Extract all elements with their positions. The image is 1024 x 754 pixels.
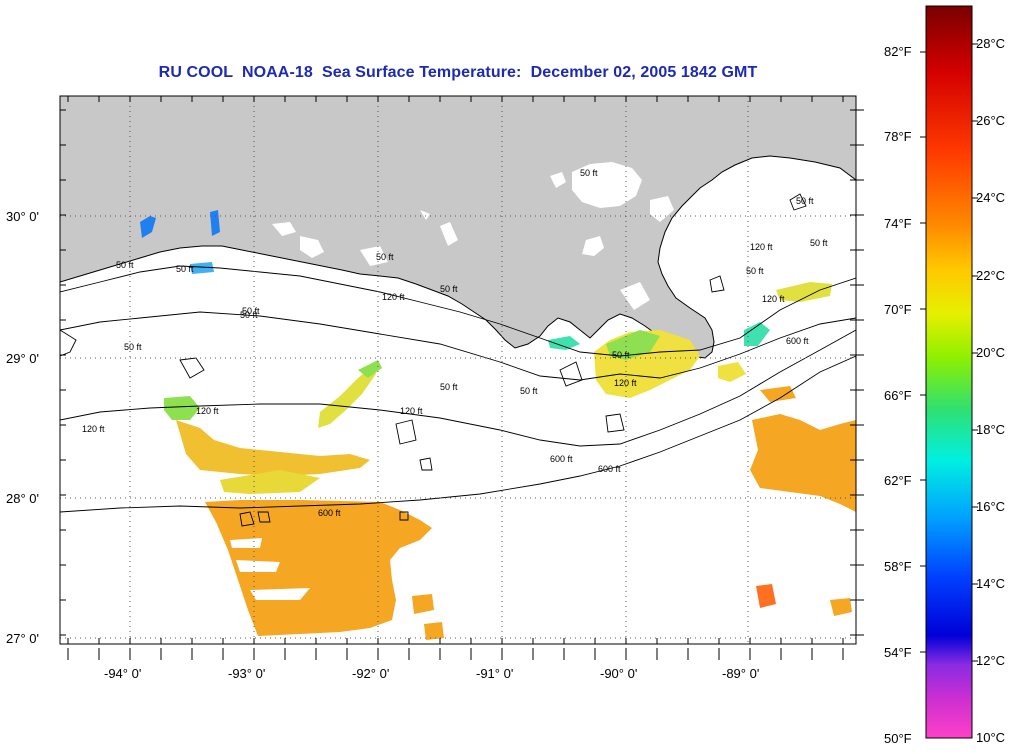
contour-label: 50 ft <box>176 264 194 274</box>
lon-label: -91° 0' <box>476 666 513 681</box>
contour-label: 50 ft <box>810 238 828 248</box>
contour-label: 50 ft <box>116 260 134 270</box>
colorbar-c-labels: 28°C 26°C 24°C 22°C 20°C 18°C 16°C 14°C … <box>976 36 1005 745</box>
lon-label: -93° 0' <box>228 666 265 681</box>
lake <box>620 282 650 310</box>
colorbar-c-label: 26°C <box>976 113 1005 128</box>
lat-label: 27° 0' <box>6 631 39 646</box>
colorbar-c-label: 24°C <box>976 190 1005 205</box>
lake <box>420 210 430 220</box>
contour-label: 50 ft <box>796 196 814 206</box>
lat-label: 28° 0' <box>6 491 39 506</box>
lake <box>440 222 458 246</box>
colorbar-c-label: 18°C <box>976 422 1005 437</box>
coastline <box>60 155 856 359</box>
contour-label: 120 ft <box>750 242 773 252</box>
contour-label: 120 ft <box>196 406 219 416</box>
colorbar-c-label: 14°C <box>976 576 1005 591</box>
lake <box>272 222 296 236</box>
colorbar-f-label: 74°F <box>884 216 912 231</box>
map-title: RU COOL NOAA-18 Sea Surface Temperature:… <box>158 64 758 81</box>
colorbar-ticks <box>920 43 978 662</box>
contour-label: 50 ft <box>612 350 630 360</box>
sst-data <box>140 210 856 640</box>
lake <box>300 236 324 258</box>
colorbar-f-label: 82°F <box>884 44 912 59</box>
land-mass <box>60 96 856 358</box>
contour-label: 600 ft <box>598 464 621 474</box>
bathymetry-contours <box>60 193 856 527</box>
colorbar-c-label: 28°C <box>976 36 1005 51</box>
contour-label: 50 ft <box>376 252 394 262</box>
contour-label: 600 ft <box>786 336 809 346</box>
contour-label: 120 ft <box>762 294 785 304</box>
contour-label: 600 ft <box>318 508 341 518</box>
latitude-labels: 30° 0' 29° 0' 28° 0' 27° 0' <box>6 209 39 646</box>
colorbar-f-label: 54°F <box>884 645 912 660</box>
lake <box>780 186 810 210</box>
lake-pontchartrain <box>572 162 642 208</box>
lon-label: -94° 0' <box>104 666 141 681</box>
contour-label: 50 ft <box>440 382 458 392</box>
contour-label: 120 ft <box>382 292 405 302</box>
colorbar-f-labels: 82°F 78°F 74°F 70°F 66°F 62°F 58°F 54°F … <box>884 44 912 746</box>
colorbar-c-label: 12°C <box>976 653 1005 668</box>
longitude-labels: -94° 0' -93° 0' -92° 0' -91° 0' -90° 0' … <box>104 666 759 681</box>
plot-frame <box>59 95 857 645</box>
lon-label: -89° 0' <box>722 666 759 681</box>
contour-label: 120 ft <box>400 406 423 416</box>
lake <box>550 172 566 188</box>
lake <box>750 210 776 252</box>
contour-label: 50 ft <box>242 306 260 316</box>
lake <box>582 236 604 256</box>
colorbar-c-label: 20°C <box>976 345 1005 360</box>
frame-ticks <box>60 96 864 660</box>
contour-label: 50 ft <box>440 284 458 294</box>
colorbar-c-label: 10°C <box>976 730 1005 745</box>
colorbar-f-label: 50°F <box>884 731 912 746</box>
lon-label: -92° 0' <box>352 666 389 681</box>
contour-labels: 50 ft 50 ft 50 ft 50 ft 50 ft 50 ft 50 f… <box>82 168 828 518</box>
colorbar-f-label: 58°F <box>884 559 912 574</box>
contour-label: 50 ft <box>580 168 598 178</box>
lake <box>722 190 752 220</box>
colorbar-c-label: 16°C <box>976 499 1005 514</box>
lake <box>360 246 388 266</box>
contour-label: 50 ft <box>520 386 538 396</box>
colorbar-f-label: 70°F <box>884 302 912 317</box>
lat-label: 30° 0' <box>6 209 39 224</box>
contour-label: 50 ft <box>124 342 142 352</box>
contour-label: 120 ft <box>82 424 105 434</box>
lon-label: -90° 0' <box>600 666 637 681</box>
colorbar-f-label: 78°F <box>884 129 912 144</box>
lake <box>700 256 722 278</box>
contour-label: 600 ft <box>550 454 573 464</box>
lat-label: 29° 0' <box>6 351 39 366</box>
colorbar-c-label: 22°C <box>976 268 1005 283</box>
contour-label: 50 ft <box>746 266 764 276</box>
colorbar-f-label: 62°F <box>884 473 912 488</box>
contour-label: 50 ft <box>240 310 258 320</box>
colorbar <box>925 5 973 739</box>
colorbar-f-label: 66°F <box>884 388 912 403</box>
contour-label: 120 ft <box>614 378 637 388</box>
